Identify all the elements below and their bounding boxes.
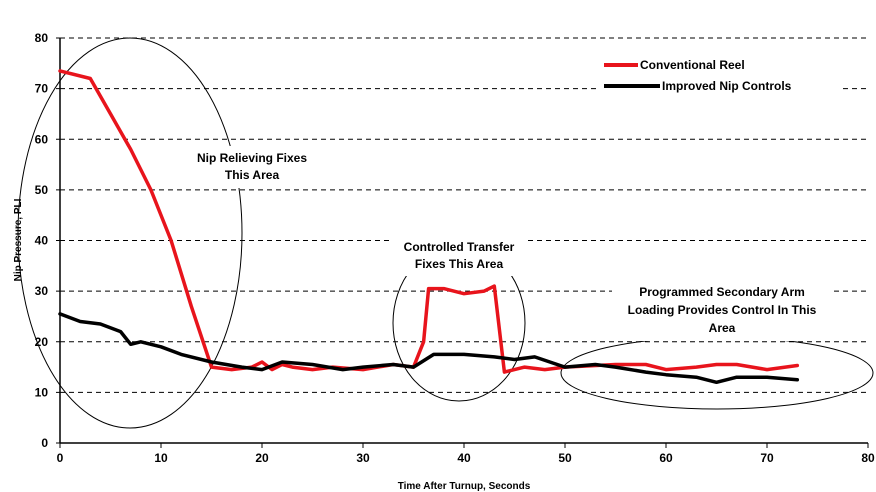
annotation-bg [178,146,326,188]
annotation-line: Programmed Secondary Arm [639,285,805,299]
series-line-improved-nip-controls [58,312,800,385]
annotation-line: Loading Provides Control In This [628,303,817,317]
annotation-programmed-arm: Programmed Secondary Arm Loading Provide… [612,283,834,341]
y-tick-label: 80 [35,31,49,45]
series-line-conventional-reel [58,69,800,374]
y-tick-label: 10 [35,385,49,399]
y-tick-label: 70 [35,82,49,96]
x-tick-label: 10 [154,451,168,465]
annotation-ellipse-nip-relieving [17,37,243,429]
annotation-line: Area [709,321,736,335]
x-tick-label: 30 [356,451,370,465]
x-tick-label: 0 [57,451,64,465]
y-tick-label: 40 [35,234,49,248]
x-tick-label: 70 [760,451,774,465]
y-tick-label: 30 [35,284,49,298]
series-group [58,69,800,385]
annotation-line: Controlled Transfer [404,240,515,254]
legend: Conventional Reel Improved Nip Controls [600,52,840,96]
annotation-bg [612,283,834,341]
annotation-line: Nip Relieving Fixes [197,151,307,165]
annotation-bg [392,236,526,276]
legend-label-conventional-reel: Conventional Reel [640,58,745,72]
annotation-controlled-transfer: Controlled Transfer Fixes This Area [392,236,526,276]
y-tick-label: 50 [35,183,49,197]
legend-label-improved-nip: Improved Nip Controls [662,79,792,93]
x-ticks: 0 10 20 30 40 50 60 70 80 [57,443,875,465]
x-axis-title: Time After Turnup, Seconds [398,481,531,492]
y-tick-label: 0 [41,436,48,450]
x-tick-label: 40 [457,451,471,465]
legend-background [600,52,840,96]
x-tick-label: 60 [659,451,673,465]
annotation-nip-relieving: Nip Relieving Fixes This Area [178,146,326,188]
y-tick-label: 60 [35,132,49,146]
x-tick-label: 80 [861,451,875,465]
x-tick-label: 50 [558,451,572,465]
x-tick-label: 20 [255,451,269,465]
annotation-line: Fixes This Area [415,257,504,271]
annotation-line: This Area [225,168,280,182]
